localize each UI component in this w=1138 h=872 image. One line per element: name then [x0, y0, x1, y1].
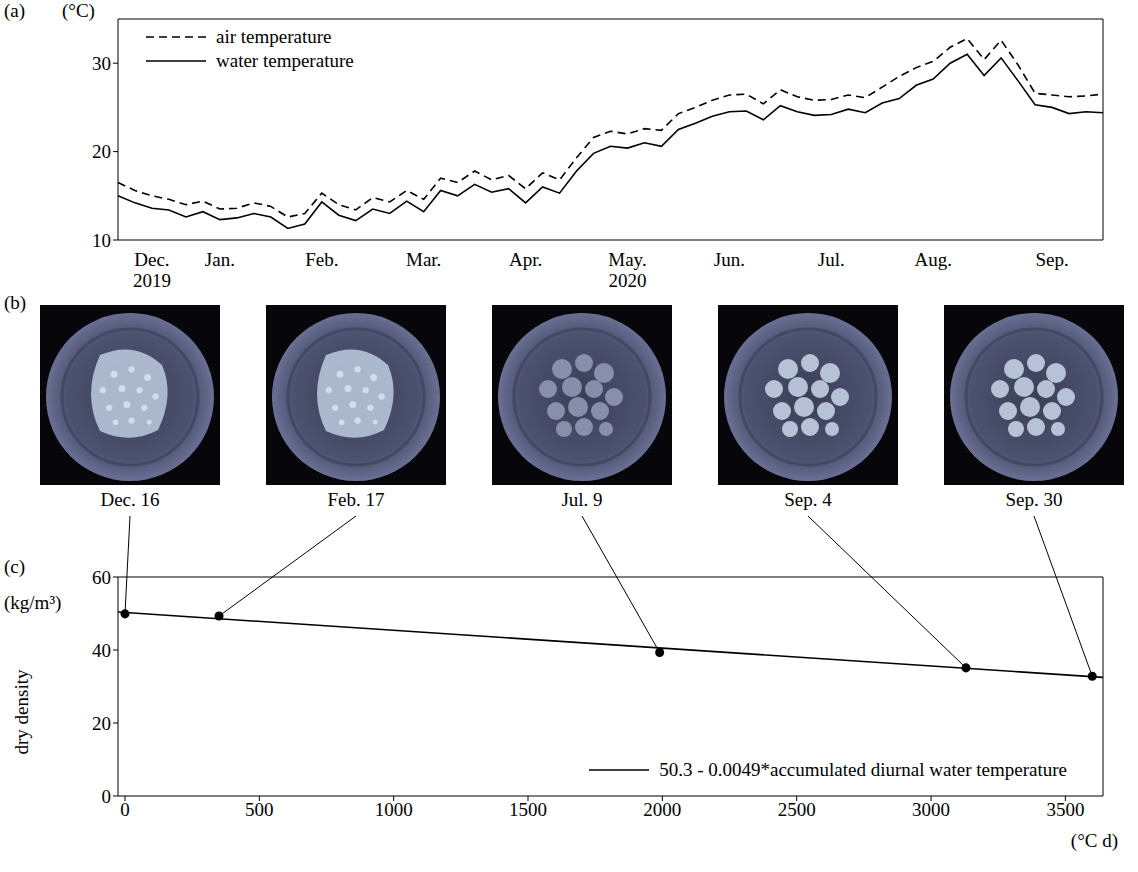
html-text:Jul. 9: Jul. 9	[561, 489, 603, 510]
svg-text:0: 0	[102, 786, 112, 807]
svg-text:1500: 1500	[509, 799, 547, 820]
html-text:dry density: dry density	[11, 669, 32, 754]
html-text:(°C): (°C)	[62, 0, 95, 21]
svg-text:0: 0	[120, 799, 130, 820]
svg-text:Sep.: Sep.	[1035, 249, 1068, 270]
svg-text:May.2020: May.2020	[608, 249, 646, 291]
svg-text:40: 40	[92, 640, 111, 661]
html-text:(c): (c)	[4, 556, 26, 577]
svg-text:Aug.: Aug.	[914, 249, 951, 270]
html-text:(a): (a)	[4, 0, 26, 21]
svg-text:Feb.: Feb.	[305, 249, 338, 270]
html-text:(b): (b)	[4, 292, 27, 313]
svg-text:Mar.: Mar.	[406, 249, 441, 270]
svg-text:1000: 1000	[375, 799, 413, 820]
html-text:50.3 - 0.0049*accumulated diur: 50.3 - 0.0049*accumulated diurnal water …	[659, 759, 1067, 780]
svg-text:Jul.: Jul.	[818, 249, 845, 270]
html-text:(kg/m³): (kg/m³)	[4, 592, 62, 613]
html-text:water temperature: water temperature	[216, 50, 354, 71]
svg-text:500: 500	[245, 799, 274, 820]
svg-text:30: 30	[92, 53, 111, 74]
svg-text:Apr.: Apr.	[509, 249, 542, 270]
html-text:air temperature: air temperature	[216, 26, 332, 47]
svg-text:Jun.: Jun.	[714, 249, 745, 270]
svg-text:2000: 2000	[643, 799, 681, 820]
svg-text:Dec.2019: Dec.2019	[133, 249, 171, 291]
svg-text:3000: 3000	[912, 799, 950, 820]
svg-text:20: 20	[92, 713, 111, 734]
svg-text:10: 10	[92, 230, 111, 251]
html-text:Feb. 17: Feb. 17	[327, 489, 385, 510]
html-text:Sep. 30: Sep. 30	[1005, 489, 1063, 510]
svg-text:3500: 3500	[1046, 799, 1084, 820]
html-text:Sep. 4: Sep. 4	[784, 489, 832, 510]
html-text:Dec. 16: Dec. 16	[100, 489, 160, 510]
svg-text:Jan.: Jan.	[205, 249, 235, 270]
html-text:(°C d): (°C d)	[1070, 830, 1118, 851]
svg-text:60: 60	[92, 567, 111, 588]
svg-text:20: 20	[92, 141, 111, 162]
svg-text:2500: 2500	[778, 799, 816, 820]
